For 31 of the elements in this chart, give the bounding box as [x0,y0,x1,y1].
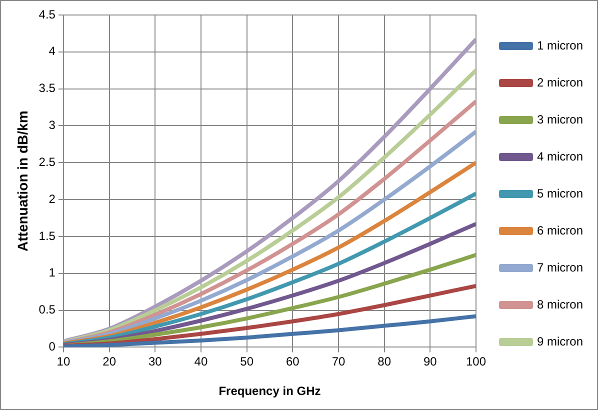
legend-label: 7 micron [536,260,583,274]
y-tick-label: 3 [48,118,56,132]
y-tick-label: 4.5 [38,7,56,22]
y-tick-label: 4 [48,44,56,58]
legend-label: 1 micron [536,38,583,52]
x-tick-label: 10 [56,354,70,369]
legend-label: 5 micron [536,186,583,200]
legend-label: 8 micron [536,297,583,312]
y-tick-label: 0.5 [38,302,56,317]
x-axis-title: Frequency in GHz [218,384,321,398]
x-tick-label: 90 [423,354,438,369]
x-tick-label: 100 [466,354,486,369]
legend-label: 9 micron [536,334,583,348]
legend-label: 4 micron [536,149,583,164]
y-tick-label: 0 [48,340,56,354]
legend-label: 6 micron [536,223,583,238]
x-tick-label: 60 [286,354,300,369]
x-tick-label: 30 [148,354,162,369]
x-tick-label: 20 [102,354,116,369]
y-tick-label: 2 [48,192,56,206]
y-tick-label: 1.5 [38,228,56,243]
x-tick-label: 70 [332,354,346,369]
y-tick-label: 3.5 [38,81,56,96]
x-tick-label: 80 [378,354,392,369]
x-tick-label: 40 [194,354,208,369]
legend-label: 2 micron [536,75,583,90]
y-axis-title: Attenuation in dB/km [14,110,30,252]
x-tick-label: 50 [240,354,254,369]
y-tick-label: 1 [48,266,56,280]
legend-label: 3 micron [536,112,583,126]
y-tick-label: 2.5 [38,154,56,169]
